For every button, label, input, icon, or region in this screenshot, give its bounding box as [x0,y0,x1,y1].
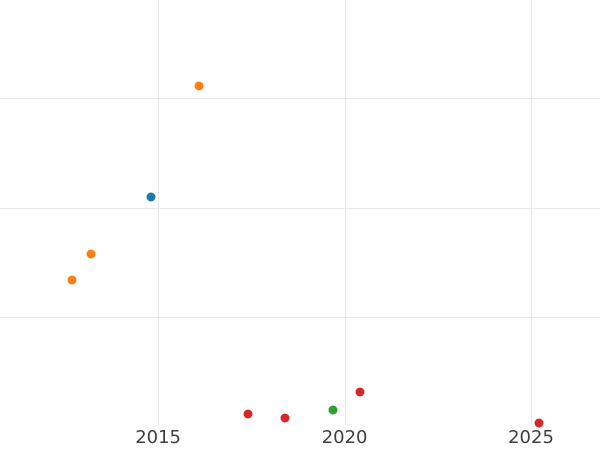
scatter-point-red [280,413,290,423]
scatter-point-red [355,387,364,397]
scatter-point-green [328,405,338,415]
plot-area [0,0,600,428]
x-tick-label: 2025 [508,427,554,448]
scatter-point-orange [194,81,204,91]
scatter-point-red [534,418,543,428]
x-tick-label: 2015 [135,427,181,448]
scatter-point-blue [146,192,156,202]
y-gridline [0,317,600,319]
x-gridline [158,0,160,425]
y-gridline [0,97,600,99]
x-gridline [344,0,346,425]
x-tick-label: 2020 [321,427,368,448]
x-axis: 2015 2020 2025 [0,425,600,450]
x-gridline [531,0,532,425]
y-gridline [0,207,600,209]
scatter-point-orange [86,249,96,259]
scatter-point-red [243,409,253,419]
scatter-point-orange [67,275,77,285]
